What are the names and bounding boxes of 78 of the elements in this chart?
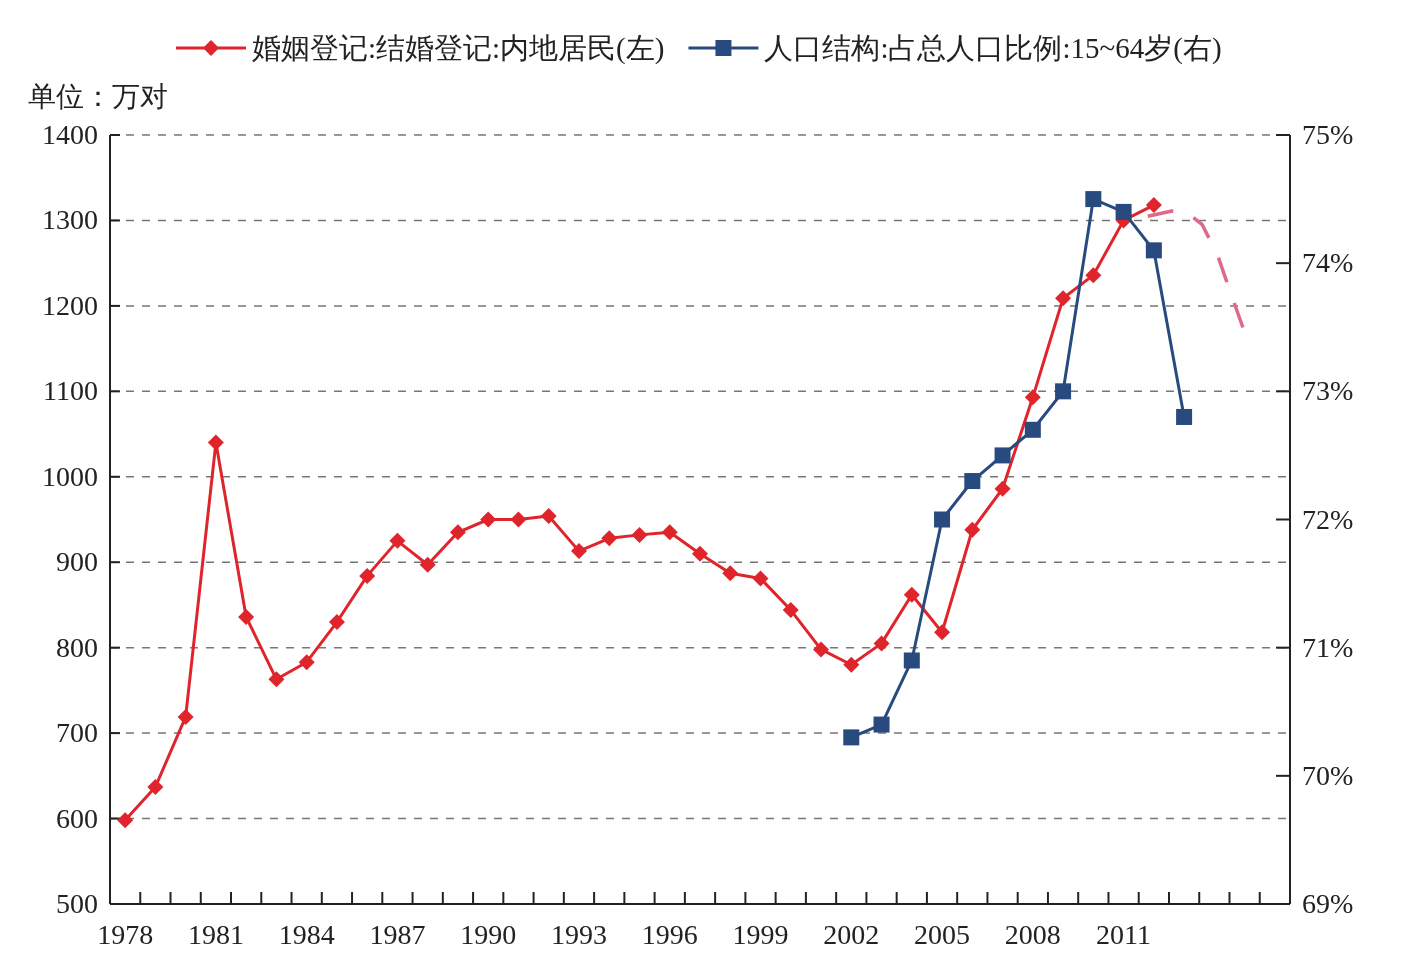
x-tick-label: 1990 <box>460 919 517 950</box>
x-tick-label: 1978 <box>97 919 154 950</box>
y-tick-label: 600 <box>56 802 98 834</box>
point <box>1024 389 1041 406</box>
point <box>510 511 527 528</box>
point <box>934 511 951 528</box>
x-tick-label: 1984 <box>278 919 335 950</box>
point <box>540 508 557 525</box>
x-tick-label: 1996 <box>641 919 698 950</box>
y2-tick-label: 75% <box>1302 119 1354 150</box>
point <box>903 652 920 669</box>
x-tick-label: 2011 <box>1096 919 1152 950</box>
point <box>117 812 134 829</box>
point <box>782 602 799 619</box>
legend-label: 人口结构:占总人口比例:15~64岁(右) <box>764 32 1222 65</box>
point <box>147 778 164 795</box>
point <box>1115 203 1132 220</box>
y-tick-label: 1000 <box>42 460 98 492</box>
point <box>601 530 618 547</box>
point <box>964 473 981 490</box>
point <box>1145 197 1162 214</box>
y2-tick-label: 71% <box>1302 631 1354 663</box>
point <box>994 480 1011 497</box>
point <box>1024 421 1041 438</box>
y2-tick-label: 74% <box>1302 247 1354 279</box>
point <box>480 511 497 528</box>
y2-tick-label: 73% <box>1302 375 1354 407</box>
y-tick-label: 900 <box>56 546 98 578</box>
point <box>661 524 678 541</box>
point <box>268 671 285 688</box>
point <box>359 567 376 584</box>
point <box>177 708 194 725</box>
point <box>934 624 951 641</box>
x-tick-label: 2008 <box>1004 919 1061 950</box>
x-tick-label: 1993 <box>550 919 607 950</box>
legend-label: 婚姻登记:结婚登记:内地居民(左) <box>252 32 665 65</box>
y-tick-label: 1100 <box>43 375 98 407</box>
point <box>1055 383 1072 400</box>
y2-tick-label: 72% <box>1302 503 1354 535</box>
point <box>449 524 466 541</box>
point <box>1085 191 1102 208</box>
point <box>692 545 708 562</box>
point <box>752 570 769 587</box>
point <box>843 656 860 673</box>
y2-tick-label: 70% <box>1302 759 1354 791</box>
point <box>207 434 224 451</box>
y2-tick-label: 69% <box>1302 888 1354 919</box>
point <box>1176 408 1193 425</box>
y-tick-label: 1400 <box>42 119 98 150</box>
y-axis-title: 单位：万对 <box>28 81 168 112</box>
x-tick-label: 2005 <box>914 919 971 950</box>
point <box>994 447 1011 464</box>
point <box>873 716 890 733</box>
point <box>298 654 315 671</box>
y-tick-label: 500 <box>56 888 98 919</box>
point <box>631 526 648 543</box>
x-tick-label: 1987 <box>369 919 426 950</box>
y-tick-label: 1300 <box>42 204 98 236</box>
x-tick-label: 1999 <box>732 919 789 950</box>
point <box>389 532 406 549</box>
point <box>903 586 920 603</box>
point <box>813 641 830 658</box>
point <box>1055 290 1072 307</box>
point <box>873 635 890 652</box>
point <box>1145 242 1162 259</box>
point <box>843 729 860 746</box>
point <box>1085 267 1102 284</box>
y-tick-label: 800 <box>56 631 98 663</box>
point <box>419 556 436 573</box>
point <box>238 608 255 625</box>
y-tick-label: 1200 <box>42 289 98 321</box>
point <box>328 614 345 631</box>
point <box>722 565 739 582</box>
x-tick-label: 2002 <box>823 919 880 950</box>
point <box>570 543 587 560</box>
point <box>964 521 981 538</box>
x-tick-label: 1981 <box>187 919 244 950</box>
y-tick-label: 700 <box>56 717 98 749</box>
